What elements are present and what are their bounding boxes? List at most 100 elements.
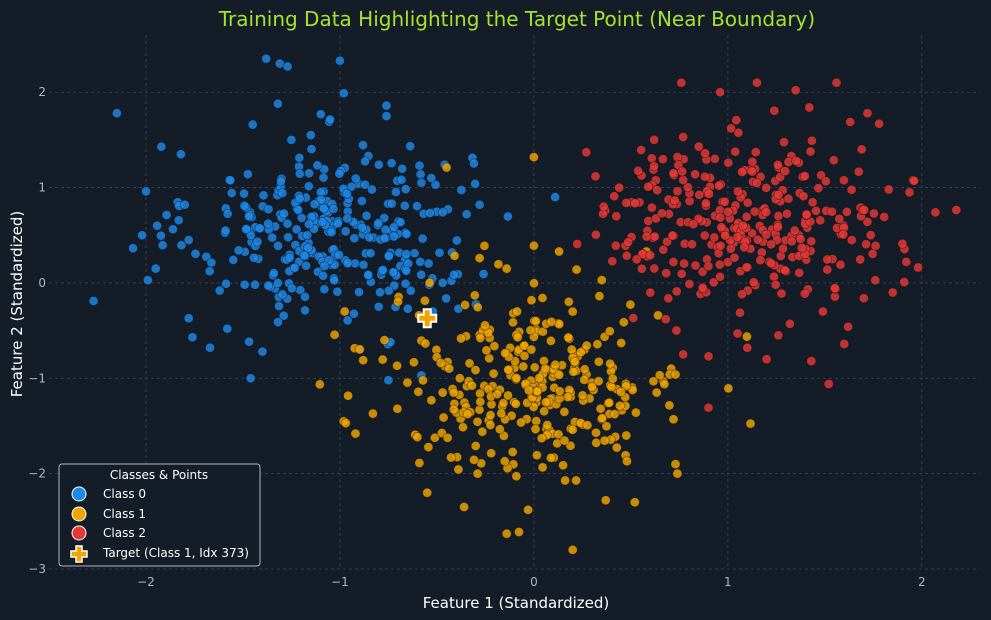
point-class-1 — [567, 544, 578, 555]
point-class-2 — [671, 286, 682, 297]
point-class-0 — [357, 222, 368, 233]
point-class-1 — [329, 329, 340, 340]
point-class-1 — [614, 400, 625, 411]
point-class-0 — [274, 301, 284, 311]
point-class-2 — [951, 205, 962, 215]
point-class-2 — [799, 288, 810, 299]
point-class-0 — [284, 252, 295, 263]
point-class-0 — [401, 249, 412, 260]
point-class-0 — [302, 230, 313, 241]
point-class-2 — [761, 182, 772, 193]
point-class-1 — [470, 441, 481, 451]
point-class-1 — [594, 291, 605, 302]
point-class-0 — [383, 285, 394, 296]
point-class-0 — [389, 231, 399, 242]
point-class-0 — [206, 257, 217, 268]
point-class-0 — [263, 280, 274, 291]
point-class-0 — [383, 375, 394, 386]
point-class-0 — [268, 268, 279, 279]
point-class-1 — [571, 475, 582, 486]
point-class-0 — [286, 283, 297, 294]
point-class-1 — [469, 454, 479, 465]
point-class-1 — [408, 357, 419, 368]
point-class-0 — [303, 181, 314, 192]
point-class-2 — [843, 321, 854, 332]
point-class-1 — [605, 358, 616, 369]
point-class-0 — [451, 235, 462, 246]
point-class-0 — [342, 213, 353, 224]
point-class-0 — [239, 200, 250, 211]
point-class-0 — [263, 204, 274, 215]
point-class-1 — [466, 380, 477, 391]
point-class-2 — [645, 287, 656, 298]
point-class-0 — [326, 227, 337, 238]
point-class-0 — [306, 144, 317, 155]
point-class-2 — [766, 239, 777, 250]
point-class-0 — [319, 261, 330, 272]
point-class-0 — [277, 289, 288, 300]
point-class-2 — [747, 166, 758, 177]
point-class-2 — [661, 268, 672, 279]
point-class-1 — [723, 383, 734, 394]
point-class-0 — [386, 198, 397, 209]
point-class-0 — [283, 232, 294, 243]
point-class-2 — [749, 206, 760, 217]
point-class-2 — [581, 147, 592, 158]
point-class-1 — [526, 295, 537, 306]
point-class-1 — [530, 316, 541, 327]
point-class-1 — [554, 386, 565, 397]
point-class-2 — [846, 184, 857, 195]
point-class-2 — [795, 234, 806, 244]
point-class-2 — [859, 205, 870, 215]
point-class-1 — [597, 413, 608, 424]
point-class-2 — [660, 314, 671, 325]
point-class-0 — [437, 277, 448, 288]
point-class-0 — [294, 193, 305, 204]
point-class-2 — [801, 209, 812, 220]
point-class-2 — [630, 198, 641, 209]
point-class-0 — [550, 192, 561, 203]
point-class-2 — [732, 186, 743, 197]
point-class-0 — [225, 175, 236, 186]
point-class-2 — [690, 260, 701, 271]
point-class-2 — [784, 318, 795, 329]
point-class-1 — [479, 240, 490, 251]
point-class-1 — [516, 417, 526, 428]
point-class-1 — [745, 418, 756, 429]
point-class-1 — [458, 422, 468, 433]
point-class-2 — [699, 171, 710, 182]
point-class-0 — [360, 179, 371, 190]
point-class-1 — [339, 306, 350, 317]
point-class-1 — [609, 409, 620, 420]
point-class-2 — [831, 77, 842, 88]
point-class-1 — [453, 464, 464, 475]
point-class-2 — [805, 146, 816, 157]
point-class-1 — [528, 240, 539, 251]
point-class-0 — [243, 211, 254, 222]
point-class-2 — [657, 154, 668, 165]
point-class-0 — [261, 53, 272, 64]
point-class-0 — [257, 346, 268, 357]
point-class-0 — [342, 315, 353, 326]
point-class-2 — [719, 196, 730, 207]
point-class-2 — [703, 261, 714, 272]
legend: Classes & Points Class 0 Class 1 Class 2… — [58, 463, 261, 567]
y-axis-label: Feature 2 (Standardized) — [8, 211, 26, 398]
point-class-0 — [363, 269, 374, 280]
point-class-2 — [909, 175, 920, 186]
point-class-0 — [277, 188, 288, 199]
point-class-0 — [176, 240, 187, 251]
point-class-1 — [314, 379, 325, 390]
point-class-0 — [348, 308, 359, 319]
point-class-0 — [434, 247, 445, 258]
point-class-1 — [358, 355, 369, 366]
point-class-0 — [221, 278, 232, 289]
point-class-2 — [672, 186, 683, 197]
point-class-2 — [663, 293, 674, 304]
point-class-0 — [381, 100, 392, 111]
point-class-0 — [272, 98, 283, 109]
point-class-1 — [460, 300, 471, 310]
point-class-0 — [441, 293, 452, 304]
point-class-0 — [205, 342, 215, 353]
point-class-1 — [424, 277, 435, 288]
